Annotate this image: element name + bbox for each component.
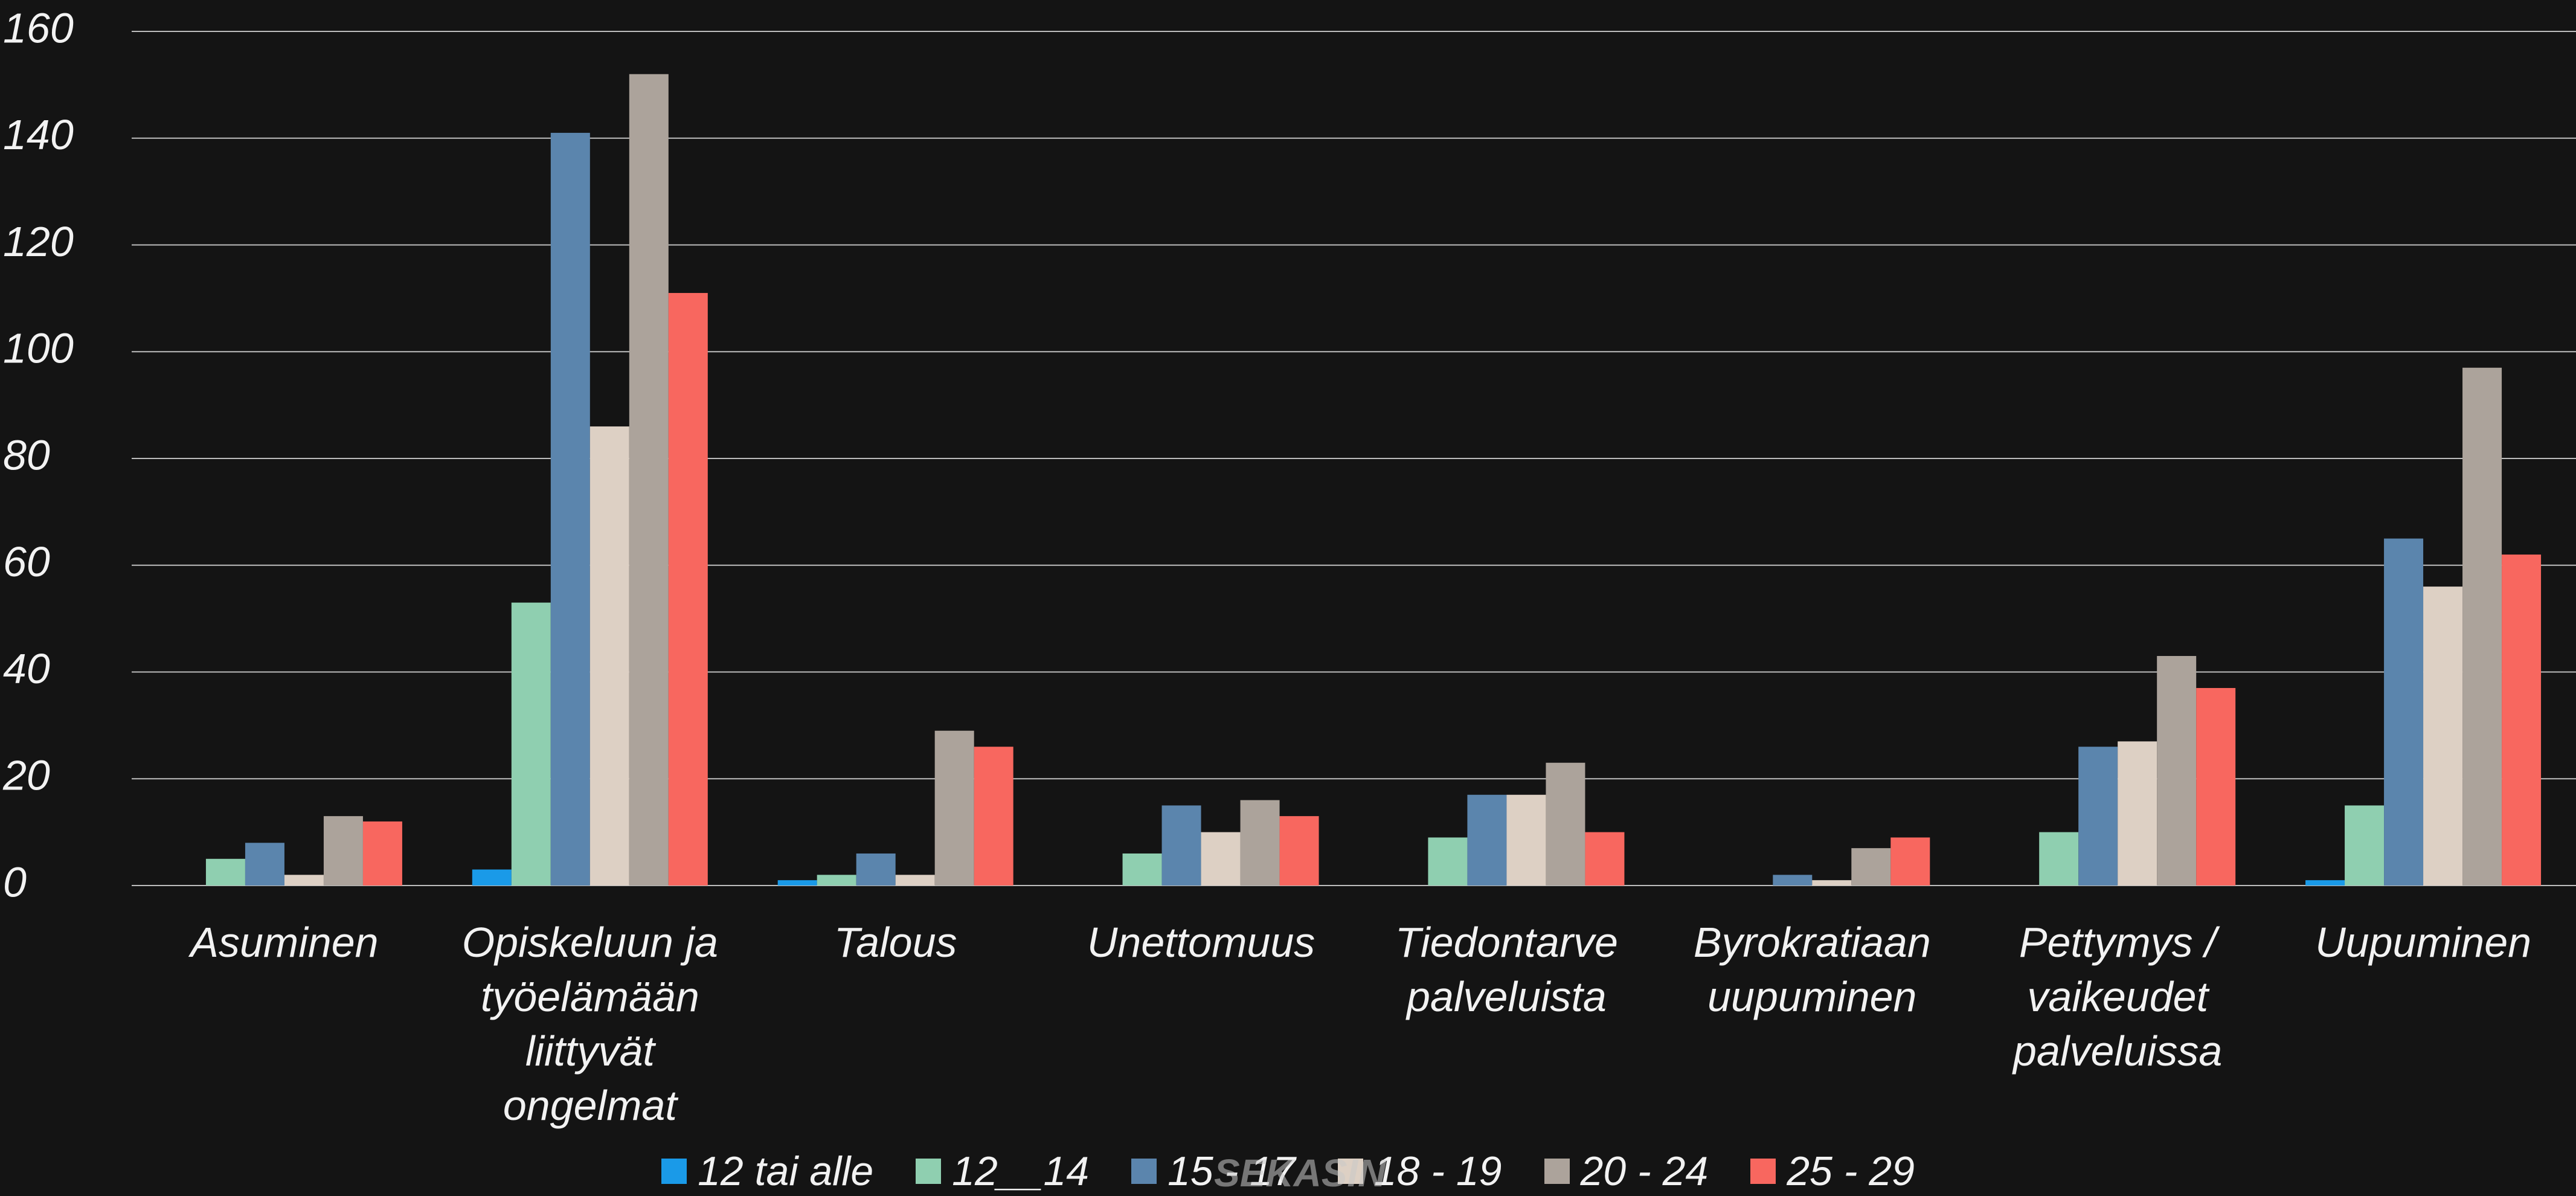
legend: 12 tai alle 12__14 15 - 17 18 - 19 20 - 24 25… <box>0 1148 2576 1195</box>
legend-swatch <box>1337 1159 1363 1184</box>
legend-swatch <box>916 1159 942 1184</box>
legend-item: 12 tai alle <box>661 1148 873 1195</box>
legend-label: 15 - 17 <box>1168 1148 1296 1194</box>
bar <box>1890 837 1930 886</box>
legend-item: 15 - 17 <box>1131 1148 1296 1195</box>
bar <box>1812 880 1852 886</box>
y-tick-label: 40 <box>3 645 50 692</box>
bar <box>2502 555 2542 886</box>
bar <box>934 730 974 886</box>
legend-item: 20 - 24 <box>1544 1148 1709 1195</box>
bar <box>245 843 284 886</box>
bar <box>2423 587 2463 886</box>
legend-swatch <box>1131 1159 1157 1184</box>
bar <box>1585 832 1625 886</box>
bar <box>1773 875 1813 886</box>
bar <box>550 132 590 886</box>
bar <box>2384 538 2424 886</box>
legend-item: 25 - 29 <box>1750 1148 1915 1195</box>
bar <box>2345 805 2385 886</box>
bar <box>511 602 551 886</box>
bar <box>1546 762 1585 886</box>
bar <box>2462 367 2502 886</box>
x-tick-label: Asuminen <box>190 919 379 966</box>
legend-label: 20 - 24 <box>1580 1148 1709 1194</box>
bar <box>1122 853 1162 886</box>
bar <box>1467 794 1507 886</box>
bar <box>1240 800 1280 886</box>
bar <box>472 869 512 886</box>
x-tick-label: Talous <box>834 919 957 966</box>
x-tick-label: Byrokratiaan uupuminen <box>1693 919 1931 1020</box>
bar <box>1201 832 1241 886</box>
bar <box>974 747 1013 886</box>
legend-item: 18 - 19 <box>1337 1148 1502 1195</box>
bar <box>895 875 935 886</box>
bar <box>2157 655 2197 886</box>
x-tick-label: Pettymys / vaikeudet palveluissa <box>2013 919 2223 1075</box>
legend-label: 25 - 29 <box>1787 1148 1915 1194</box>
bar <box>284 875 324 886</box>
x-tick-label: Uupuminen <box>2315 919 2532 966</box>
bar <box>1279 816 1319 886</box>
legend-label: 12__14 <box>952 1148 1090 1194</box>
bar <box>856 853 896 886</box>
bar <box>2078 747 2118 886</box>
bar <box>2196 688 2236 886</box>
y-tick-label: 160 <box>3 4 74 51</box>
y-tick-label: 60 <box>3 538 50 585</box>
bar <box>668 293 708 886</box>
legend-swatch <box>661 1159 687 1184</box>
watermark: SEKASIN <box>1214 1151 1386 1195</box>
bar <box>629 74 669 886</box>
bar <box>1851 848 1891 886</box>
y-tick-label: 80 <box>3 431 50 478</box>
y-tick-label: 0 <box>3 858 27 905</box>
bar <box>205 858 245 886</box>
bar <box>362 821 402 886</box>
bar <box>2305 880 2345 886</box>
y-tick-label: 120 <box>3 218 74 265</box>
bar <box>589 426 629 886</box>
legend-swatch <box>1544 1159 1570 1184</box>
x-tick-label: Tiedontarve palveluista <box>1395 919 1618 1020</box>
legend-item: 12__14 <box>916 1148 1089 1195</box>
legend-label: 12 tai alle <box>698 1148 874 1194</box>
legend-swatch <box>1750 1159 1776 1184</box>
legend-label: 18 - 19 <box>1373 1148 1502 1194</box>
bar <box>817 875 856 886</box>
x-tick-label: Opiskeluun ja työelämään liittyvät ongel… <box>461 919 718 1129</box>
bar <box>1428 837 1468 886</box>
y-tick-label: 100 <box>3 325 74 372</box>
x-tick-label: Unettomuus <box>1087 919 1315 966</box>
bar <box>2118 741 2157 886</box>
bar <box>1506 794 1546 886</box>
bar <box>323 816 363 886</box>
y-tick-label: 140 <box>3 111 74 158</box>
y-tick-label: 20 <box>2 752 50 799</box>
bar <box>2039 832 2079 886</box>
bar <box>1161 805 1201 886</box>
bar <box>777 880 817 886</box>
